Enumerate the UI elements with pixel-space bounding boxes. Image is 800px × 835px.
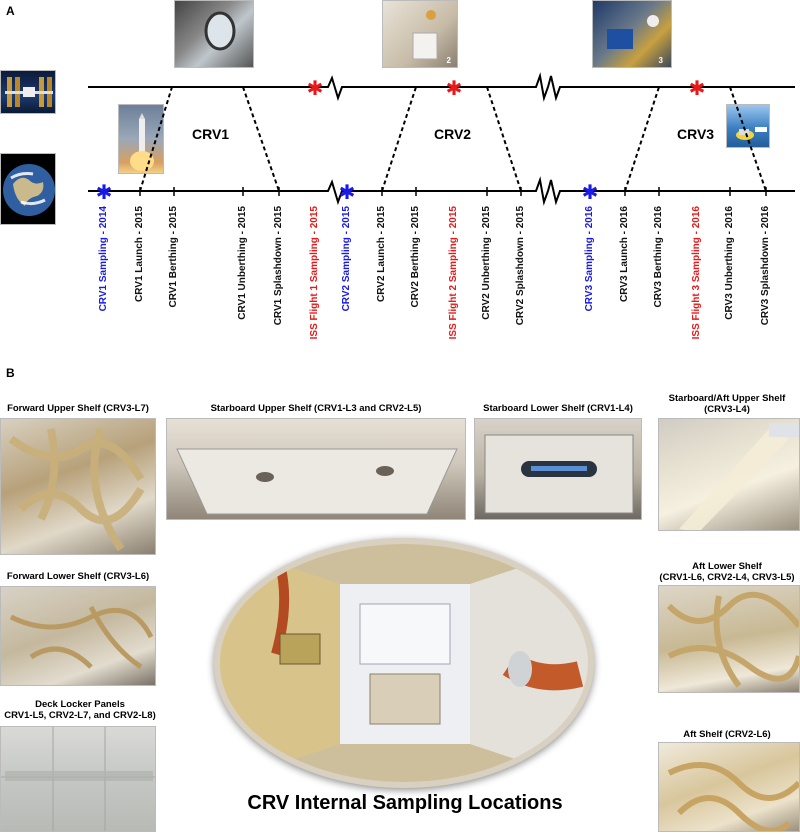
phase-label-crv2: CRV2	[434, 126, 472, 142]
photo-number-2: 2	[446, 56, 451, 65]
transfer-lines	[139, 86, 767, 192]
caption-starboard-lower-shelf: Starboard Lower Shelf (CRV1-L4)	[483, 403, 633, 414]
photo-aft-lower-shelf	[658, 585, 800, 693]
timeline-event-label: CRV2 Berthing - 2015	[410, 206, 421, 308]
photo-forward-lower-shelf	[0, 586, 156, 686]
caption-starboard-aft-upper-line1: Starboard/Aft Upper Shelf	[668, 393, 786, 404]
photo-aft-shelf	[658, 742, 800, 832]
iss-interior-photo-1	[174, 0, 254, 68]
sampling-star-crv3: ✱	[582, 180, 599, 204]
timeline-event-label: CRV2 Unberthing - 2015	[481, 206, 492, 320]
caption-forward-upper-shelf: Forward Upper Shelf (CRV3-L7)	[7, 403, 149, 414]
photo-deck-locker-panels	[0, 726, 156, 832]
photo-starboard-aft-upper-shelf	[658, 418, 800, 531]
iss-photo	[0, 70, 56, 114]
timeline-event-label: CRV1 Sampling - 2014	[98, 206, 109, 312]
caption-starboard-upper-shelf: Starboard Upper Shelf (CRV1-L3 and CRV2-…	[210, 403, 422, 414]
iss-interior-photo-3: 3	[592, 0, 672, 68]
timeline-event-label: CRV1 Unberthing - 2015	[237, 206, 248, 320]
timeline-event-label: CRV3 Launch - 2016	[619, 206, 630, 302]
panel-a-label: A	[6, 4, 15, 18]
timeline-ticks	[139, 187, 767, 196]
timeline-event-label: CRV1 Splashdown - 2015	[273, 206, 284, 326]
timeline-event-label: CRV2 Sampling - 2015	[341, 206, 352, 312]
timeline-event-label: CRV3 Berthing - 2016	[653, 206, 664, 308]
phase-label-crv1: CRV1	[192, 126, 230, 142]
caption-starboard-aft-upper-shelf: Starboard/Aft Upper Shelf (CRV3-L4)	[654, 393, 800, 415]
timeline-event-label: CRV3 Splashdown - 2016	[760, 206, 771, 326]
crv-interior-fisheye-photo	[214, 538, 594, 788]
timeline-event-label: ISS Flight 1 Sampling - 2015	[309, 206, 320, 340]
launch-photo	[118, 104, 164, 174]
iss-interior-photo-2: 2	[382, 0, 458, 68]
timeline-diagram: ✱ ✱ ✱ ✱ ✱ ✱	[88, 72, 795, 206]
timeline-event-label: CRV2 Launch - 2015	[376, 206, 387, 302]
timeline-event-label: CRV3 Sampling - 2016	[584, 206, 595, 312]
photo-starboard-upper-shelf	[166, 418, 466, 520]
sampling-star-crv2: ✱	[339, 180, 356, 204]
timeline-event-label: ISS Flight 2 Sampling - 2015	[448, 206, 459, 340]
caption-starboard-aft-upper-line2: (CRV3-L4)	[704, 404, 750, 415]
iss-timeline	[88, 72, 795, 102]
panel-b-label: B	[6, 366, 15, 380]
timeline-event-label: CRV2 Splashdown - 2015	[515, 206, 526, 326]
photo-number-3: 3	[658, 56, 663, 65]
timeline-event-label: CRV1 Berthing - 2015	[168, 206, 179, 308]
caption-forward-lower-shelf: Forward Lower Shelf (CRV3-L6)	[6, 571, 150, 582]
caption-aft-lower-line2: (CRV1-L6, CRV2-L4, CRV3-L5)	[659, 572, 795, 583]
sampling-star-crv1: ✱	[96, 180, 113, 204]
caption-aft-shelf: Aft Shelf (CRV2-L6)	[683, 729, 771, 740]
iss-sampling-star-1: ✱	[307, 76, 324, 100]
timeline-event-label: ISS Flight 3 Sampling - 2016	[691, 206, 702, 340]
iss-sampling-star-3: ✱	[689, 76, 706, 100]
photo-forward-upper-shelf	[0, 418, 156, 555]
caption-deck-locker-line2: CRV1-L5, CRV2-L7, and CRV2-L8)	[4, 710, 156, 721]
earth-photo	[0, 153, 56, 225]
caption-aft-lower-line1: Aft Lower Shelf	[692, 561, 762, 572]
iss-sampling-star-2: ✱	[446, 76, 463, 100]
caption-deck-locker-panels: Deck Locker Panels CRV1-L5, CRV2-L7, and…	[0, 699, 160, 721]
caption-aft-lower-shelf: Aft Lower Shelf (CRV1-L6, CRV2-L4, CRV3-…	[654, 561, 800, 583]
caption-deck-locker-line1: Deck Locker Panels	[35, 699, 125, 710]
ground-timeline	[88, 176, 795, 206]
figure-title: CRV Internal Sampling Locations	[247, 792, 563, 814]
phase-label-crv3: CRV3	[677, 126, 715, 142]
photo-starboard-lower-shelf	[474, 418, 642, 520]
timeline-event-label: CRV3 Unberthing - 2016	[724, 206, 735, 320]
timeline-event-label: CRV1 Launch - 2015	[134, 206, 145, 302]
